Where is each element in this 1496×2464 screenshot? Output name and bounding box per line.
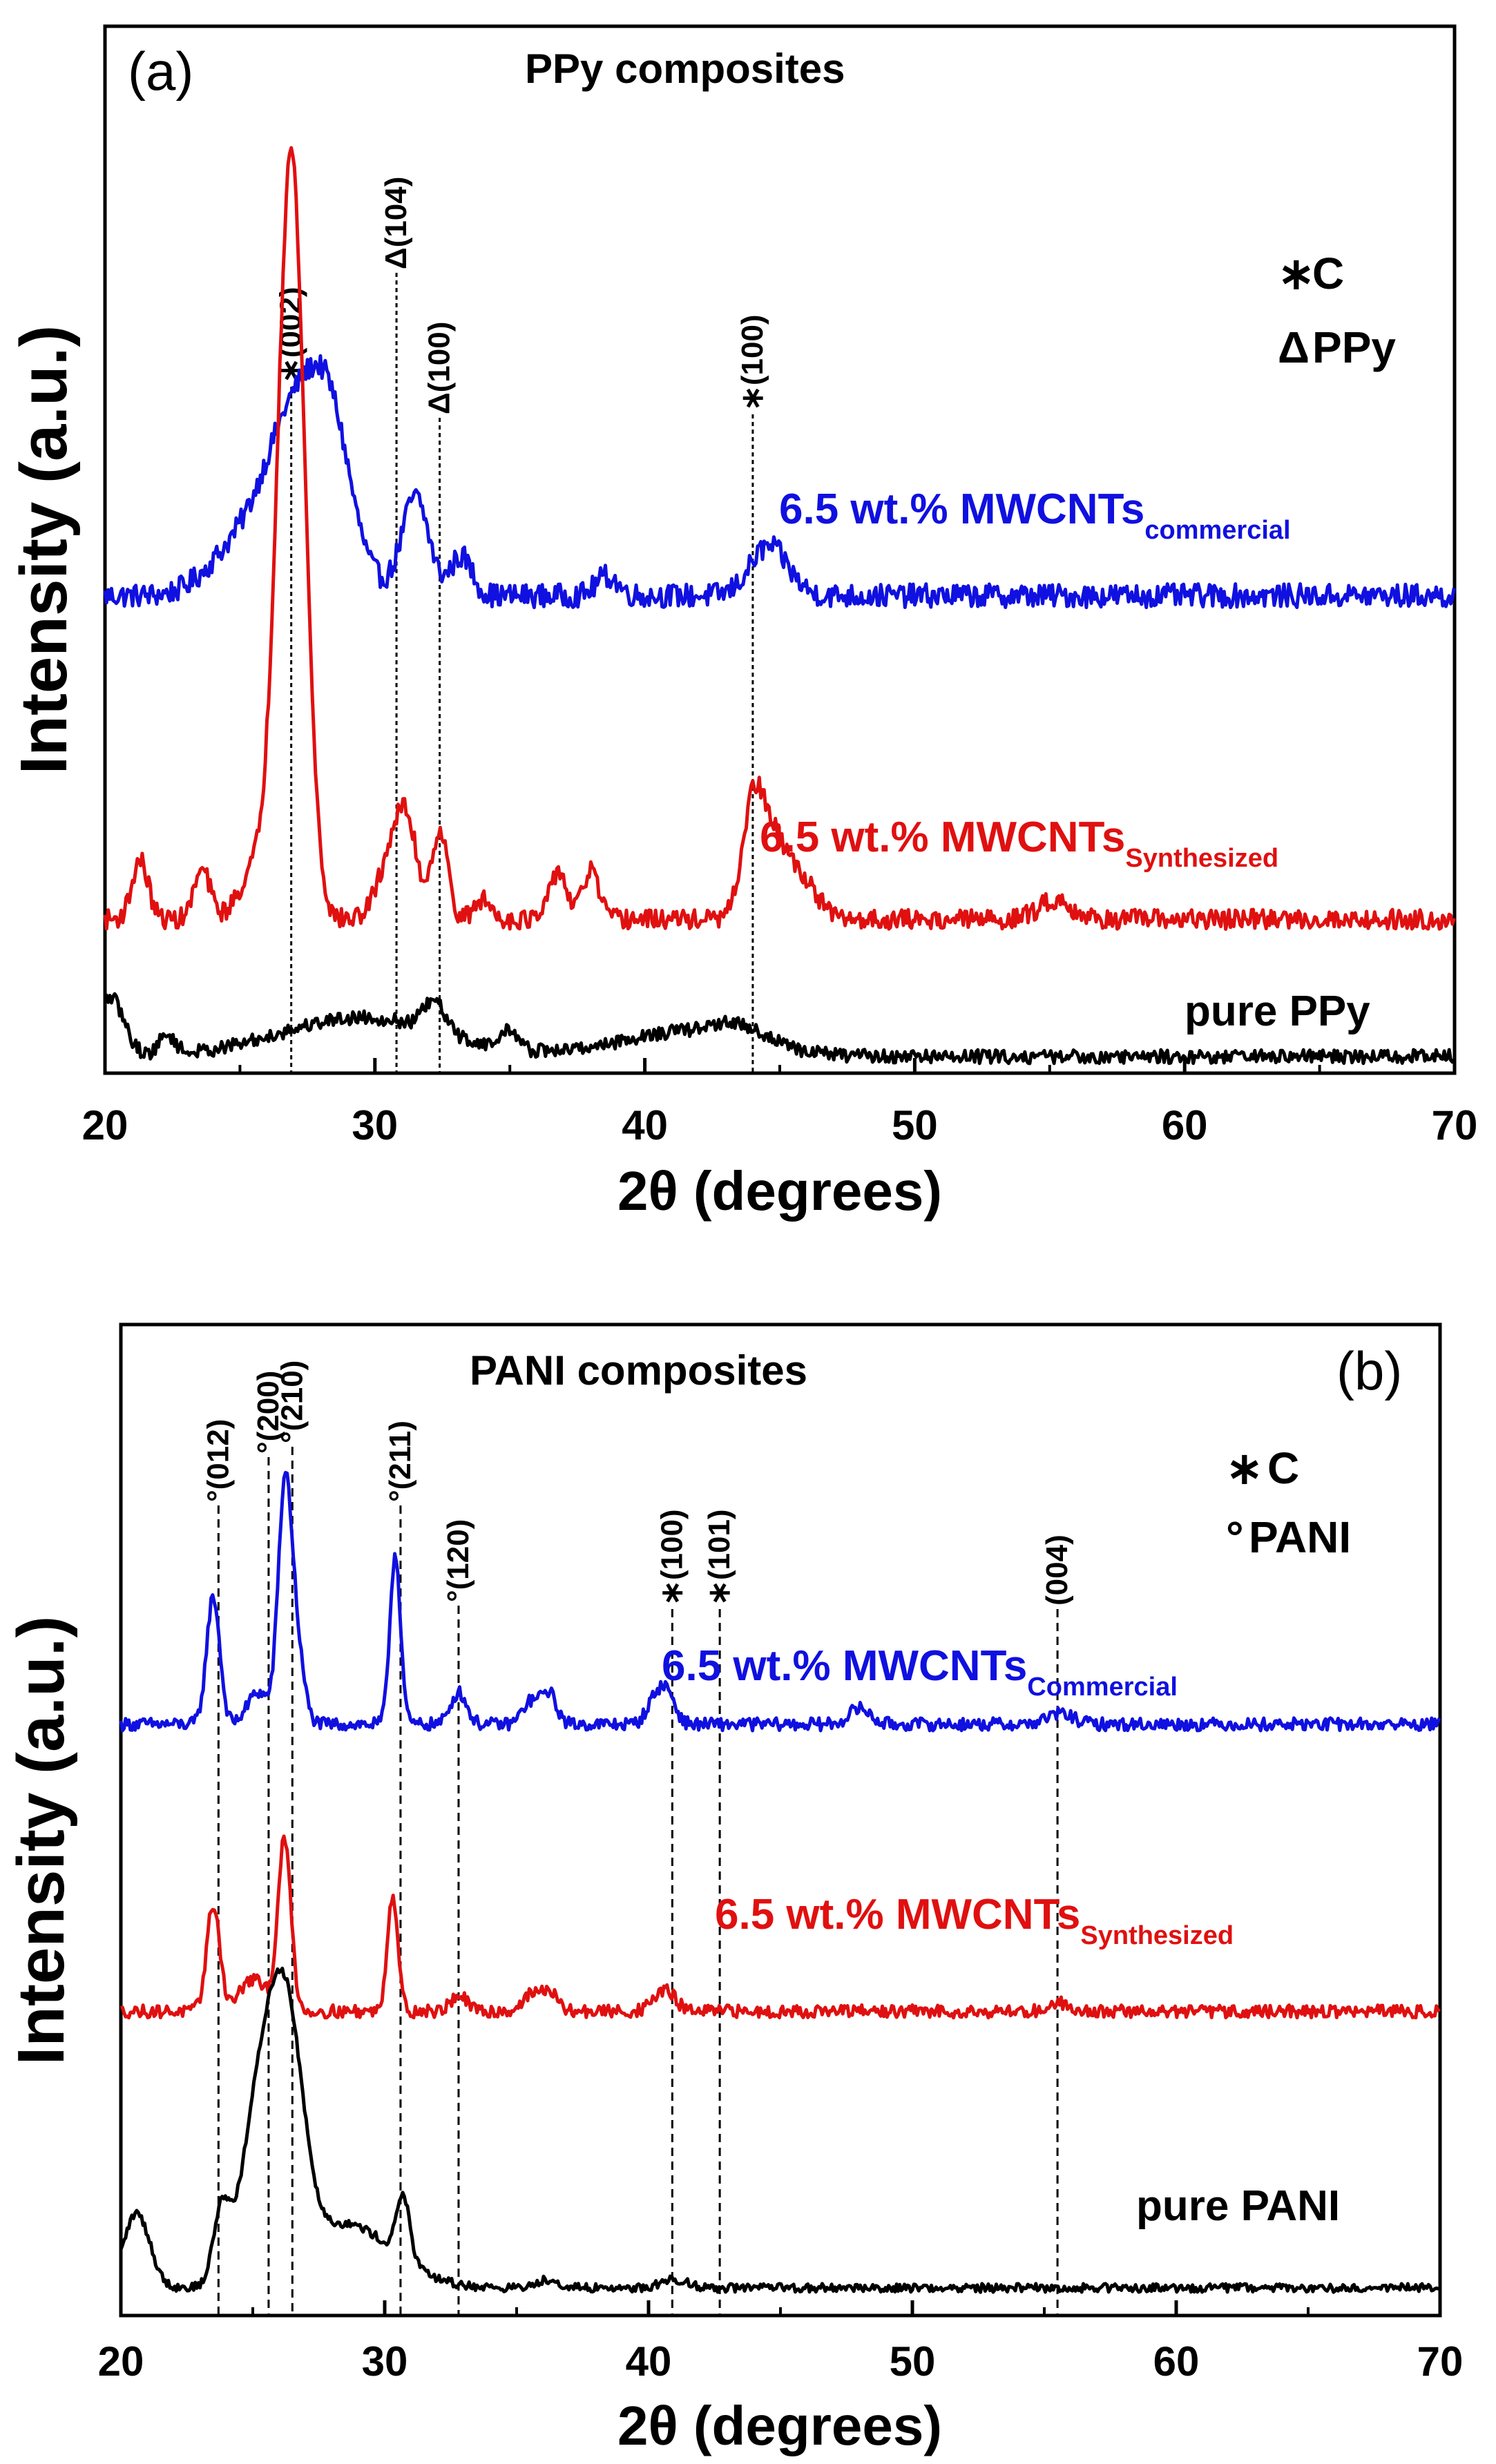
chart-title-b: PANI composites <box>470 1347 807 1394</box>
legend-symbol-ppy-a: Δ <box>1278 323 1310 372</box>
series-label-synthesized-b: 6.5 wt.% MWCNTsSynthesized <box>715 1891 1234 1950</box>
panel-b-pani-composites: °(012) °(200)°(210) °(211) °(120) ∗(100) ∗(10… <box>4 1322 1464 2456</box>
x-tick-label: 60 <box>1162 1102 1208 1148</box>
legend-text-pani-b: PANI <box>1249 1512 1351 1562</box>
peak-label: °(120) <box>441 1519 475 1602</box>
series-label-commercial-a: 6.5 wt.% MWCNTscommercial <box>779 485 1291 545</box>
legend-text-carbon-a: C <box>1312 249 1344 298</box>
x-tick-label: 50 <box>890 2338 936 2385</box>
series-label-sub-b1: Synthesized <box>1080 1921 1234 1950</box>
x-tick-label: 20 <box>82 1102 128 1148</box>
x-tick-label: 50 <box>892 1102 938 1148</box>
series-label-sub-a1: Synthesized <box>1125 844 1278 873</box>
peak-label: °(211) <box>383 1421 417 1502</box>
chart-title-a: PPy composites <box>525 46 845 92</box>
series-line <box>119 1470 1441 1733</box>
x-tick-label: 30 <box>362 2338 408 2385</box>
peak-label: °(200) <box>251 1371 285 1454</box>
x-ticks-b: 20 30 40 50 60 70 <box>98 2300 1464 2385</box>
legend-text-ppy-a: PPy <box>1312 323 1396 372</box>
series-label-main-b0: 6.5 wt.% MWCNTs <box>662 1642 1027 1690</box>
x-tick-label: 20 <box>98 2338 144 2385</box>
series-line <box>119 1966 1440 2294</box>
series-label-pure-ppy-a: pure PPy <box>1185 988 1370 1035</box>
x-tick-label: 60 <box>1153 2338 1200 2385</box>
y-axis-title-a: Intensity (a.u.) <box>7 325 81 775</box>
x-tick-label: 40 <box>622 1102 668 1148</box>
series-group-b <box>119 1470 1441 2294</box>
series-label-main-b1: 6.5 wt.% MWCNTs <box>715 1891 1080 1938</box>
peak-label: °(012) <box>201 1419 235 1502</box>
series-line <box>103 992 1456 1066</box>
x-axis-title-b: 2θ (degrees) <box>617 2395 942 2456</box>
peak-label: Δ(104) <box>379 177 413 269</box>
peak-label: °(210) <box>275 1360 309 1443</box>
x-ticks-a: 20 30 40 50 60 70 <box>82 1058 1478 1148</box>
series-label-pure-pani-b: pure PANI <box>1136 2182 1340 2230</box>
series-line <box>120 1834 1441 2020</box>
x-tick-label: 30 <box>352 1102 398 1148</box>
reference-lines-b: °(012) °(200)°(210) °(211) °(120) ∗(100) ∗(10… <box>201 1360 1074 2316</box>
peak-label: Δ(100) <box>423 322 457 414</box>
reference-lines-a: ∗(002)Δ(104)Δ(100) ∗(100) <box>274 177 769 1073</box>
series-group-a <box>103 146 1456 1066</box>
legend-b: ∗ C ° PANI <box>1226 1443 1351 1562</box>
series-label-main-a0: 6.5 wt.% MWCNTs <box>779 485 1144 533</box>
peak-label: ∗(100) <box>736 314 769 411</box>
x-tick-label: 70 <box>1432 1102 1478 1148</box>
panel-a-ppy-composites: ∗(002)Δ(104)Δ(100) ∗(100) 20 30 40 50 60 70 (a… <box>7 24 1478 1222</box>
legend-a: ∗ C Δ PPy <box>1278 249 1396 372</box>
panel-letter-a: (a) <box>128 41 193 102</box>
series-label-main-a1: 6.5 wt.% MWCNTs <box>760 814 1125 861</box>
series-line <box>103 146 1456 931</box>
series-label-sub-b0: Commercial <box>1027 1673 1178 1702</box>
legend-symbol-carbon-b: ∗ <box>1226 1443 1263 1493</box>
series-label-commercial-b: 6.5 wt.% MWCNTsCommercial <box>662 1642 1178 1702</box>
legend-symbol-pani-b: ° <box>1226 1512 1244 1562</box>
x-tick-label: 40 <box>626 2338 672 2385</box>
x-axis-title-a: 2θ (degrees) <box>617 1160 942 1222</box>
x-tick-label: 70 <box>1417 2338 1464 2385</box>
series-label-sub-a0: commercial <box>1144 516 1290 545</box>
panel-letter-b: (b) <box>1336 1340 1402 1401</box>
peak-label: ∗(101) <box>702 1509 736 1606</box>
y-axis-title-b: Intensity (a.u.) <box>4 1616 78 2066</box>
series-line <box>103 354 1456 610</box>
series-label-synthesized-a: 6.5 wt.% MWCNTsSynthesized <box>760 814 1278 873</box>
peak-label: (004) <box>1040 1534 1074 1606</box>
legend-text-carbon-b: C <box>1267 1443 1299 1493</box>
legend-symbol-carbon-a: ∗ <box>1278 249 1315 298</box>
peak-label: ∗(100) <box>655 1509 689 1606</box>
